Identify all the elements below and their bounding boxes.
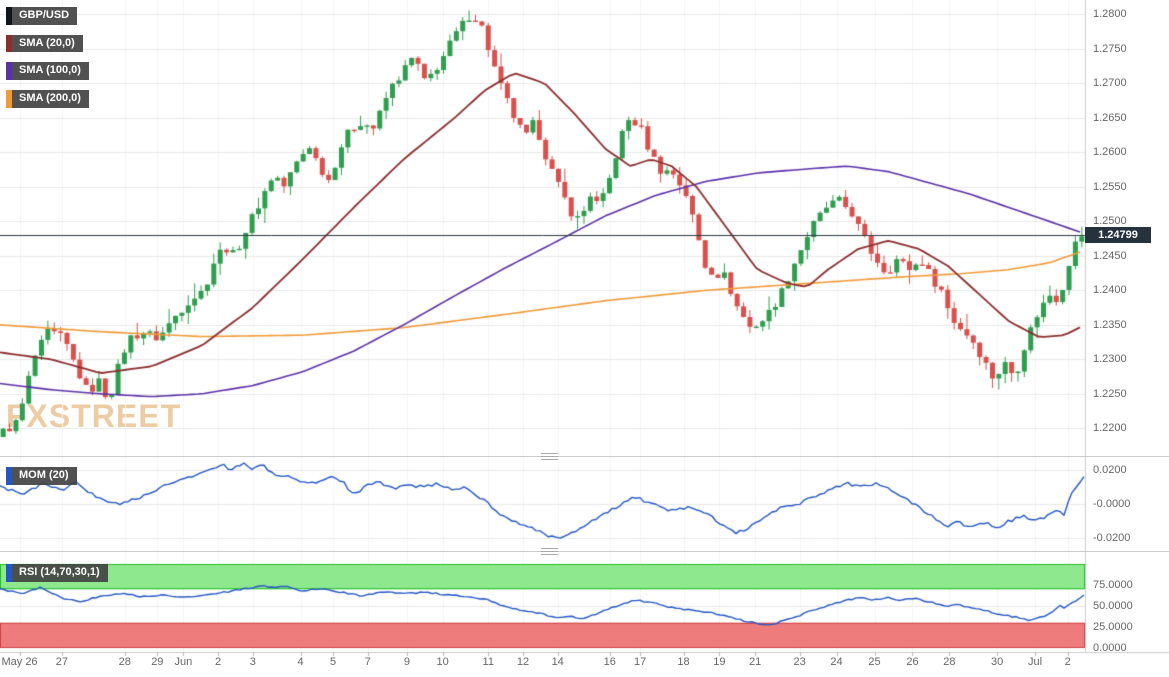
price-tick-label: 1.2200	[1093, 422, 1127, 435]
rsi-tick-label: 75.0000	[1093, 579, 1133, 591]
date-tick-label: May 26	[1, 656, 38, 668]
date-tick-label: 27	[55, 656, 68, 668]
date-tick-label: 29	[151, 656, 164, 668]
date-tick-label: 17	[634, 656, 647, 668]
current-price-badge: 1.24799	[1085, 227, 1151, 244]
mom-tick-label: -0.0000	[1093, 498, 1131, 510]
date-tick-label: 14	[551, 656, 564, 668]
panel-resize-handle-icon[interactable]	[541, 453, 558, 460]
price-tick-label: 1.2250	[1093, 387, 1127, 400]
legend-sma100[interactable]: SMA (100,0)	[6, 62, 89, 80]
date-tick-label: 25	[868, 656, 881, 668]
price-tick-label: 1.2450	[1093, 249, 1127, 262]
panel-separator	[0, 551, 1169, 552]
price-tick-label: 1.2350	[1093, 318, 1127, 331]
price-tick-label: 1.2550	[1093, 180, 1127, 193]
rsi-tick-label: 50.0000	[1093, 600, 1133, 612]
date-tick-label: 28	[118, 656, 131, 668]
mom-tick-label: -0.0200	[1093, 532, 1131, 545]
panel-resize-handle-icon[interactable]	[541, 548, 558, 555]
date-tick-label: 3	[249, 656, 256, 668]
price-tick-label: 1.2700	[1093, 77, 1127, 90]
date-tick-label: 2	[215, 656, 222, 668]
date-tick-label: 30	[990, 656, 1004, 668]
legend: GBP/USD SMA (20,0) SMA (100,0) SMA (200,…	[6, 7, 89, 108]
date-tick-label: 16	[603, 656, 616, 668]
legend-sma20[interactable]: SMA (20,0)	[6, 34, 83, 53]
date-tick-label: 9	[403, 656, 410, 668]
price-tick-label: 1.2400	[1093, 284, 1127, 297]
price-tick-label: 1.2800	[1093, 8, 1127, 21]
date-tick-label: 24	[830, 656, 843, 668]
rsi-tick-label: 0.0000	[1093, 642, 1127, 654]
price-axis[interactable]: 1.2800 1.2750 1.2700 1.2650 1.2600 1.2550 1.25…	[1085, 0, 1169, 654]
price-tick-label: 1.2500	[1093, 215, 1127, 228]
date-tick-label: 12	[516, 656, 530, 668]
date-tick-label: 28	[943, 656, 956, 668]
date-tick-label: Jun	[174, 656, 193, 668]
date-tick-label: 10	[436, 656, 449, 668]
price-tick-label: 1.2650	[1093, 111, 1127, 124]
date-tick-label: 4	[297, 656, 304, 668]
date-tick-label: 2	[1064, 656, 1071, 668]
legend-mom[interactable]: MOM (20)	[6, 467, 77, 485]
price-tick-label: 1.2750	[1093, 42, 1127, 55]
legend-symbol[interactable]: GBP/USD	[6, 7, 78, 25]
date-tick-label: 21	[749, 656, 762, 668]
mom-tick-label: 0.0200	[1093, 463, 1127, 476]
price-tick-label: 1.2300	[1093, 353, 1127, 366]
date-tick-label: 23	[793, 656, 806, 668]
panel-separator	[0, 456, 1169, 457]
date-tick-label: Jul	[1028, 656, 1043, 668]
date-tick-label: 7	[364, 656, 371, 668]
legend-rsi[interactable]: RSI (14,70,30,1)	[6, 564, 108, 582]
date-tick-label: 19	[713, 656, 726, 668]
legend-sma200[interactable]: SMA (200,0)	[6, 89, 89, 108]
time-axis[interactable]: May 26 27 28 29 Jun 2 3 4 5 7 9 10 11 12 14 16 17 18 19 21 2…	[0, 652, 1169, 677]
rsi-tick-label: 25.0000	[1093, 621, 1133, 633]
date-tick-label: 26	[906, 656, 919, 668]
date-tick-label: 18	[677, 656, 690, 668]
price-tick-label: 1.2600	[1093, 146, 1127, 159]
date-tick-label: 5	[330, 656, 337, 668]
date-tick-label: 11	[482, 656, 494, 668]
